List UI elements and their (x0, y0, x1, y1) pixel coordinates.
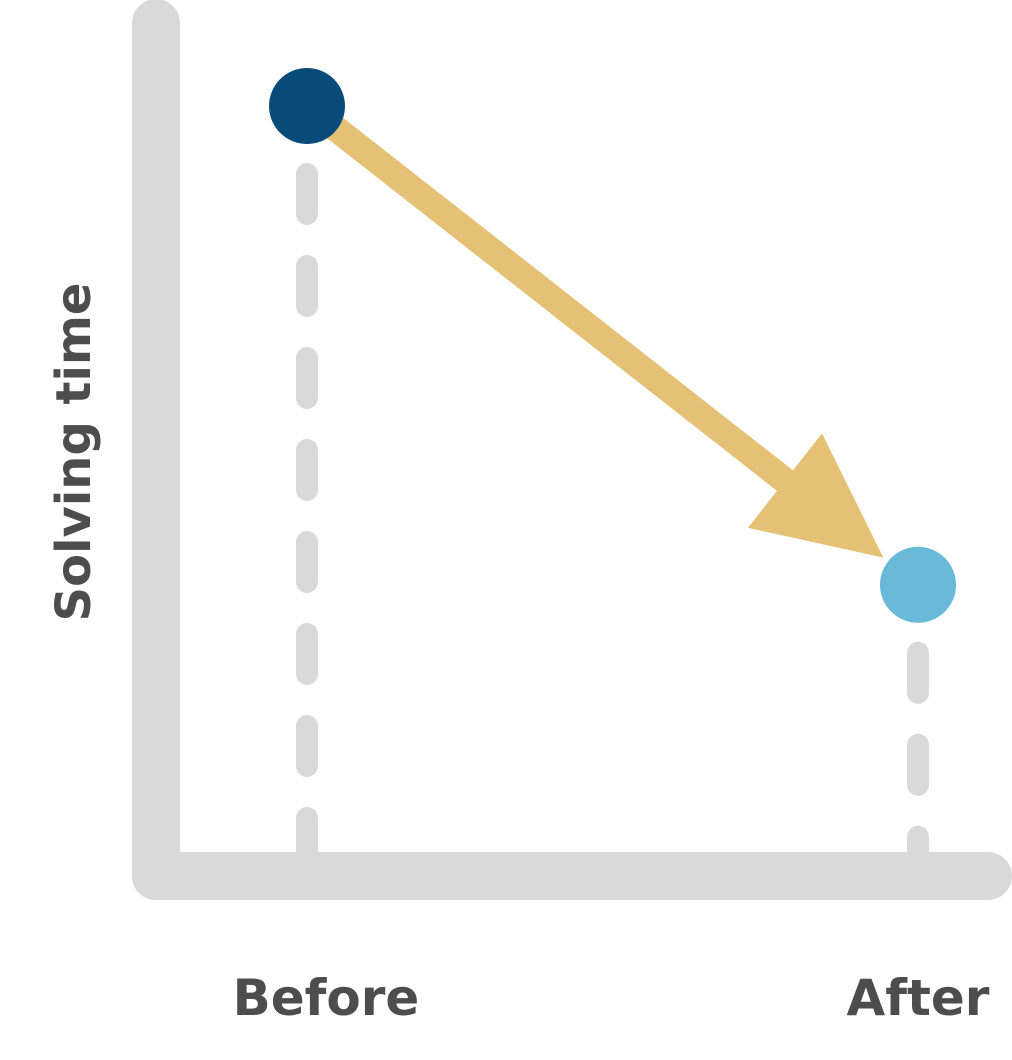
guide-lines (296, 163, 929, 863)
data-points (269, 68, 956, 623)
y-axis-label: Solving time (46, 283, 102, 622)
axes (132, 0, 1012, 900)
data-point-before (269, 68, 345, 144)
axis-labels: Solving time (46, 283, 102, 622)
axis-corner (132, 852, 180, 876)
arrow-head (747, 433, 884, 558)
arrow-shaft (298, 95, 801, 497)
x-tick-labels: Before After (233, 969, 990, 1027)
x-tick-label-before: Before (233, 969, 420, 1027)
trend-arrow (298, 95, 884, 558)
x-tick-label-after: After (847, 969, 990, 1027)
data-point-after (880, 546, 956, 623)
